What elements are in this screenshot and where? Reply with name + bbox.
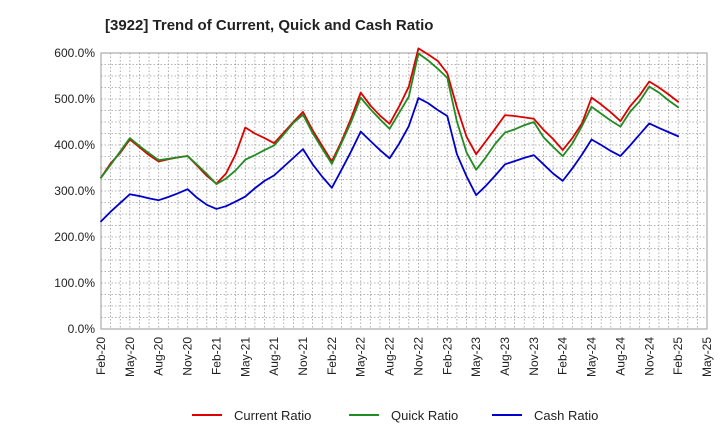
x-tick-label: Aug-22 (383, 337, 397, 376)
x-axis: Feb-20 May-20 Aug-20 Nov-20 Feb-21 May-21 Aug-… (94, 337, 714, 377)
y-tick-label: 200.0% (54, 230, 95, 244)
x-tick-label: Aug-24 (613, 337, 627, 376)
x-tick-label: Nov-22 (411, 337, 425, 376)
x-tick-label: Nov-23 (527, 337, 541, 376)
x-tick-label: May-25 (700, 337, 714, 377)
x-tick-label: Nov-24 (642, 337, 656, 376)
legend-label-current-ratio: Current Ratio (234, 408, 311, 423)
x-tick-label: Feb-23 (440, 337, 454, 375)
y-tick-label: 0.0% (68, 322, 96, 336)
x-tick-label: May-24 (585, 337, 599, 377)
x-tick-label: Feb-21 (209, 337, 223, 375)
x-tick-label: Feb-24 (556, 337, 570, 375)
legend-label-cash-ratio: Cash Ratio (534, 408, 598, 423)
x-tick-label: Aug-23 (498, 337, 512, 376)
x-tick-label: May-21 (238, 337, 252, 377)
plot-frame (100, 52, 708, 330)
x-tick-label: Aug-21 (267, 337, 281, 376)
x-tick-label: May-20 (123, 337, 137, 377)
y-tick-label: 400.0% (54, 138, 95, 152)
grid-layer (101, 53, 707, 329)
y-tick-label: 300.0% (54, 184, 95, 198)
legend: Current Ratio Quick Ratio Cash Ratio (192, 408, 598, 423)
x-tick-label: Nov-20 (181, 337, 195, 376)
y-tick-label: 100.0% (54, 276, 95, 290)
y-tick-label: 600.0% (54, 46, 95, 60)
x-tick-label: May-23 (469, 337, 483, 377)
x-tick-label: Feb-25 (671, 337, 685, 375)
x-tick-label: Nov-21 (296, 337, 310, 376)
y-axis: 0.0% 100.0% 200.0% 300.0% 400.0% 500.0% 600.0% (54, 46, 95, 336)
series-layer (100, 47, 680, 223)
series-line-cash-ratio (100, 97, 680, 223)
y-tick-label: 500.0% (54, 92, 95, 106)
x-tick-label: May-22 (354, 337, 368, 377)
x-tick-label: Feb-22 (325, 337, 339, 375)
chart-title: [3922] Trend of Current, Quick and Cash … (105, 17, 433, 34)
series-line-quick-ratio (100, 52, 680, 186)
legend-label-quick-ratio: Quick Ratio (391, 408, 458, 423)
x-tick-label: Feb-20 (94, 337, 108, 375)
x-tick-label: Aug-20 (152, 337, 166, 376)
